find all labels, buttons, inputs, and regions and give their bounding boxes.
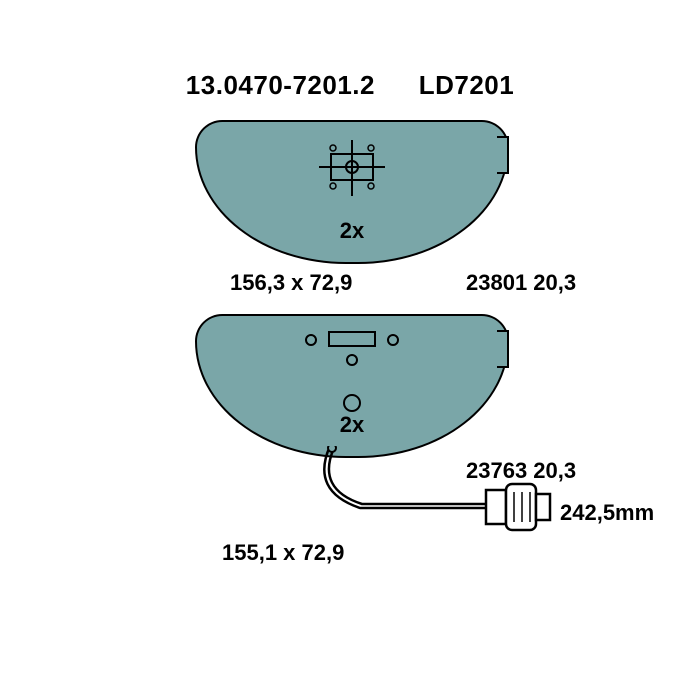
pad-notch [497, 136, 509, 174]
pad-notch [497, 330, 509, 368]
brake-pad-top: 2x [195, 120, 509, 264]
mount-marker-icon [319, 140, 385, 196]
qty-label: 2x [340, 412, 364, 438]
header: 13.0470-7201.2 LD7201 [0, 70, 700, 101]
dim-label-bottom: 155,1 x 72,9 [222, 540, 344, 566]
qty-label: 2x [340, 218, 364, 244]
diagram-stage: 13.0470-7201.2 LD7201 2x 156,3 x 72,9 23… [0, 0, 700, 700]
part-number: 13.0470-7201.2 [186, 70, 375, 100]
center-hole-icon [343, 394, 361, 412]
brake-pad-bottom: 2x [195, 314, 509, 458]
dim-label-top: 156,3 x 72,9 [230, 270, 352, 296]
sensor-length-label: 242,5mm [560, 500, 654, 526]
ref-label-bottom: 23763 20,3 [466, 458, 576, 484]
ref-label-top: 23801 20,3 [466, 270, 576, 296]
part-code: LD7201 [419, 70, 515, 100]
mount-holes-icon [301, 330, 403, 370]
sensor-plug-icon [484, 478, 554, 536]
